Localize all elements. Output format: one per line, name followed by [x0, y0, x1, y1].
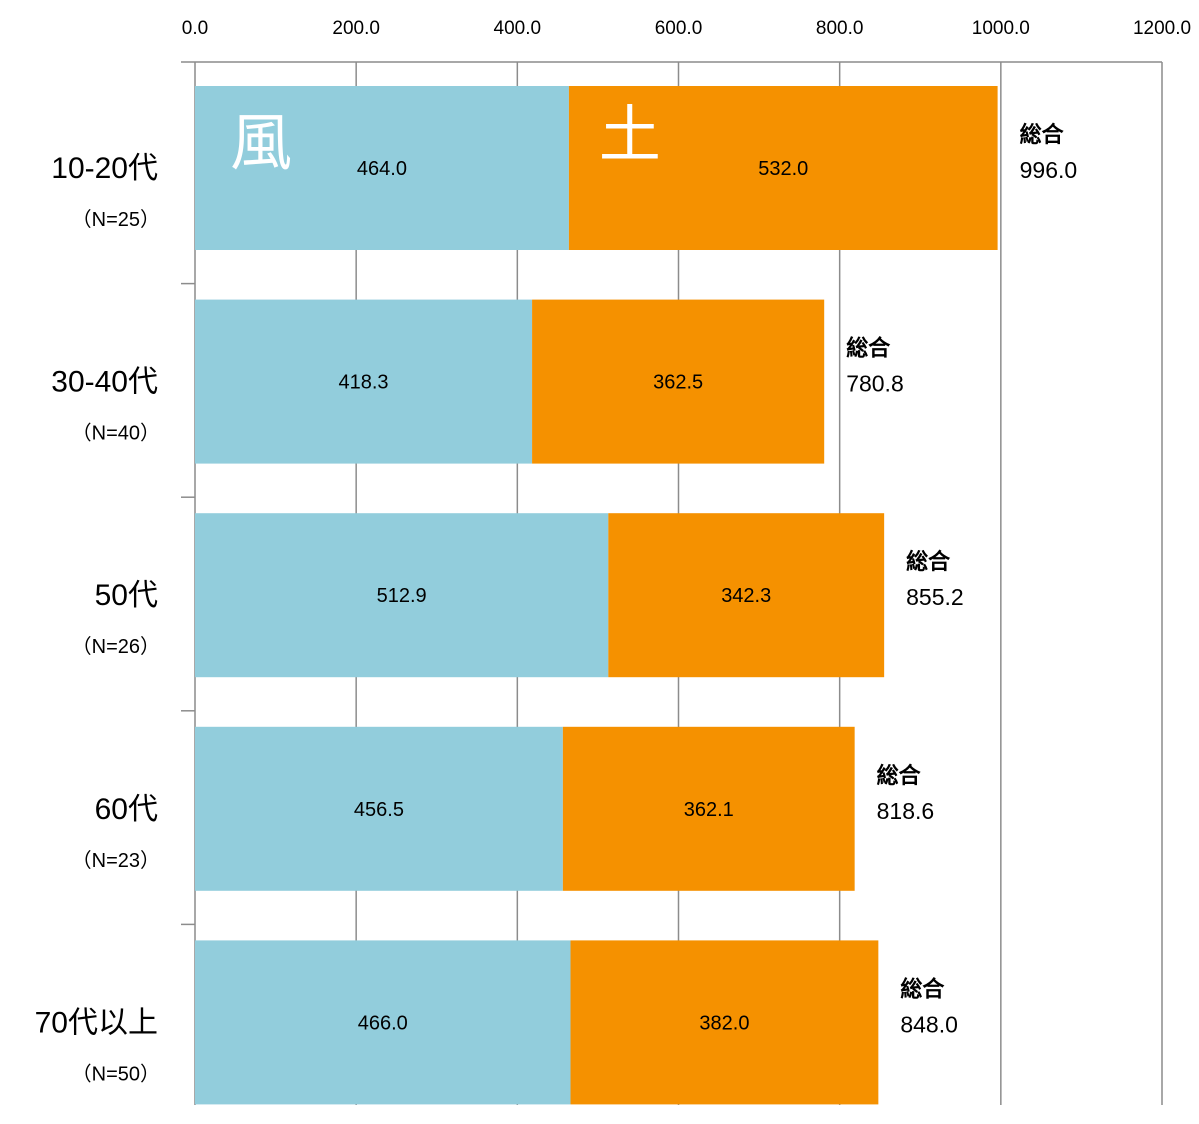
bar-value-label-fu-0: 464.0 [357, 158, 407, 180]
bar-value-label-do-2: 342.3 [721, 585, 771, 607]
bar-value-label-fu-1: 418.3 [339, 372, 389, 394]
bar-fu-1 [195, 299, 533, 464]
category-label-1: 30-40代 [51, 366, 158, 399]
series-label-do: 土 [599, 98, 661, 171]
total-value-1: 780.8 [846, 371, 904, 397]
series-label-fu: 風 [230, 106, 292, 179]
bar-fu-0 [195, 86, 569, 250]
total-word-0: 総合 [1020, 122, 1065, 147]
bar-value-label-do-0: 532.0 [758, 158, 808, 180]
bar-value-label-fu-2: 512.9 [377, 585, 427, 607]
category-label-2: 50代 [95, 579, 158, 612]
bar-do-3 [562, 726, 855, 891]
bar-fu-4 [195, 940, 571, 1105]
total-word-4: 総合 [900, 976, 945, 1001]
x-tick-label-5: 1000.0 [972, 18, 1030, 39]
x-tick-label-2: 400.0 [494, 18, 542, 39]
bar-do-4 [570, 940, 879, 1105]
total-value-3: 818.6 [877, 798, 935, 824]
category-label-4: 70代以上 [35, 1006, 158, 1039]
x-tick-label-0: 0.0 [182, 18, 208, 39]
total-value-0: 996.0 [1020, 157, 1078, 183]
bar-fu-2 [195, 513, 609, 678]
category-sample-size-2: （N=26） [72, 635, 160, 658]
bar-value-label-do-4: 382.0 [699, 1012, 749, 1034]
bar-do-1 [532, 299, 825, 464]
total-word-2: 総合 [906, 549, 951, 574]
bar-do-2 [608, 513, 885, 678]
category-label-3: 60代 [95, 793, 158, 826]
bar-value-label-do-3: 362.1 [684, 799, 734, 821]
x-tick-label-1: 200.0 [332, 18, 380, 39]
bar-fu-3 [195, 726, 563, 891]
bar-value-label-do-1: 362.5 [653, 372, 703, 394]
bar-value-label-fu-4: 466.0 [358, 1012, 408, 1034]
category-label-0: 10-20代 [51, 152, 158, 185]
total-value-4: 848.0 [900, 1011, 958, 1037]
x-tick-label-4: 800.0 [816, 18, 864, 39]
category-sample-size-0: （N=25） [72, 208, 160, 231]
total-word-3: 総合 [877, 763, 922, 788]
bar-do-0 [568, 86, 998, 250]
x-tick-label-6: 1200.0 [1133, 18, 1191, 39]
category-sample-size-3: （N=23） [72, 849, 160, 872]
bar-value-label-fu-3: 456.5 [354, 799, 404, 821]
category-sample-size-4: （N=50） [72, 1062, 160, 1085]
x-tick-label-3: 600.0 [655, 18, 703, 39]
total-value-2: 855.2 [906, 584, 964, 610]
total-word-1: 総合 [846, 336, 891, 361]
category-sample-size-1: （N=40） [72, 422, 160, 445]
